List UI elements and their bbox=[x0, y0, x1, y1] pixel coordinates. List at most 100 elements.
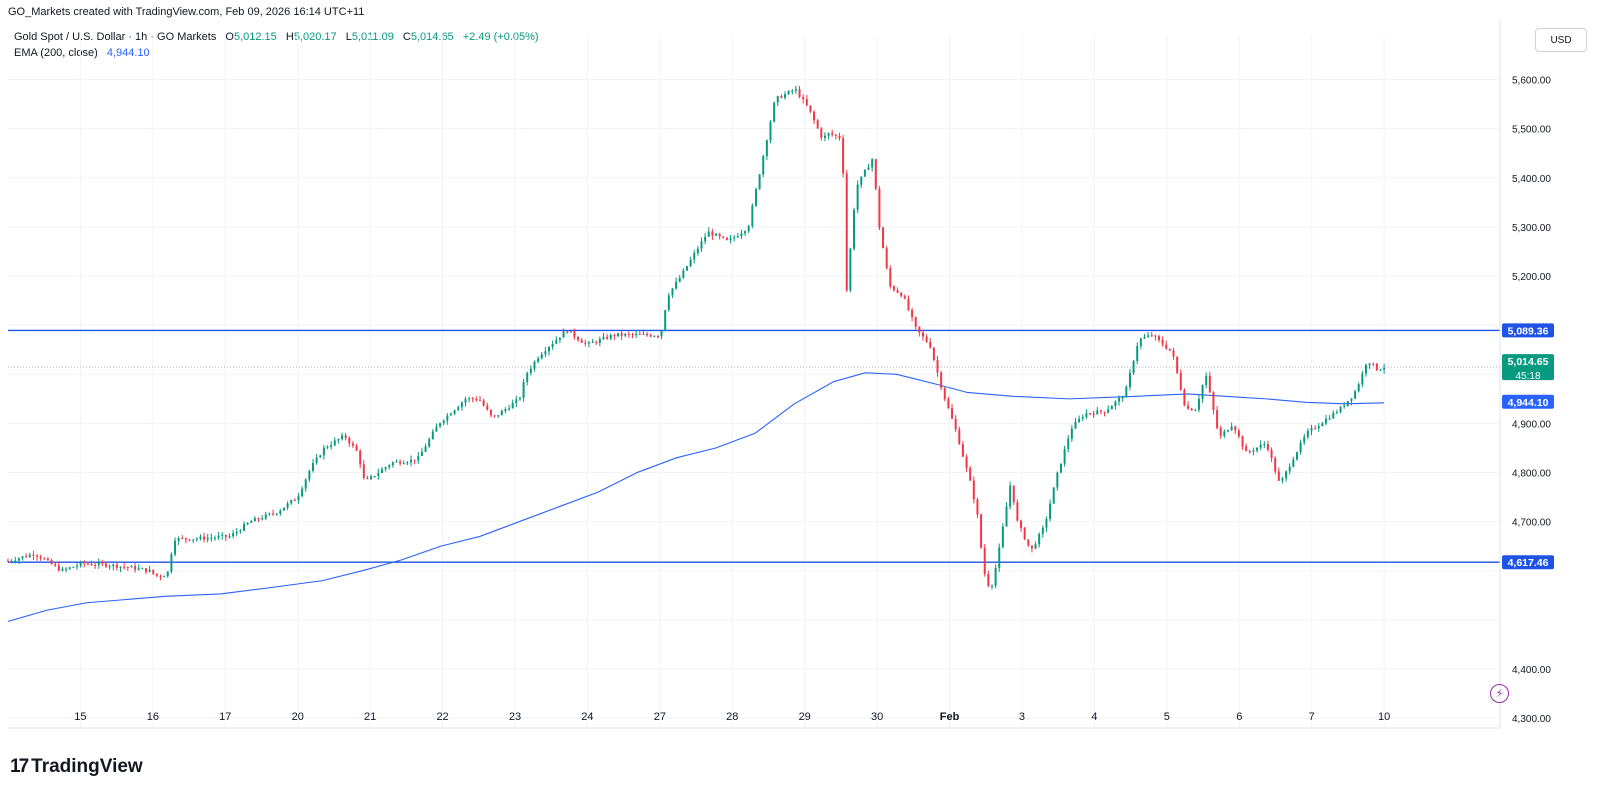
candle-body bbox=[504, 409, 507, 411]
candle-body bbox=[1012, 485, 1015, 503]
chart-attribution: GO_Markets created with TradingView.com,… bbox=[8, 6, 365, 18]
candle-body bbox=[460, 402, 463, 408]
y-tick-label: 5,200.00 bbox=[1512, 272, 1551, 283]
candle-body bbox=[21, 556, 24, 559]
candle-body bbox=[479, 399, 482, 401]
candle-body bbox=[166, 571, 169, 577]
tradingview-logo[interactable]: 17 TradingView bbox=[10, 756, 143, 778]
candle-body bbox=[871, 159, 874, 168]
ema-label: EMA (200, close) bbox=[14, 47, 98, 59]
candle-body bbox=[395, 461, 398, 463]
candle-body bbox=[751, 205, 754, 227]
candle-body bbox=[384, 467, 387, 470]
candle-body bbox=[141, 568, 144, 570]
candle-body bbox=[918, 326, 921, 333]
candle-body bbox=[391, 462, 394, 466]
candle-body bbox=[1216, 410, 1219, 429]
candle-body bbox=[253, 518, 256, 522]
candle-body bbox=[529, 368, 532, 374]
candle-body bbox=[1194, 409, 1197, 411]
candle-body bbox=[1089, 413, 1092, 415]
candle-body bbox=[399, 461, 402, 464]
candle-body bbox=[598, 339, 601, 343]
candle-body bbox=[497, 415, 500, 417]
currency-button[interactable]: USD bbox=[1535, 28, 1587, 52]
candle-body bbox=[972, 480, 975, 500]
ema-legend-row[interactable]: EMA (200, close) 4,944.10 bbox=[14, 45, 539, 61]
candle-body bbox=[685, 266, 688, 271]
candle-body bbox=[148, 569, 151, 572]
candle-body bbox=[1023, 527, 1026, 540]
candle-body bbox=[969, 467, 972, 481]
hline-price-label: 4,617.46 bbox=[1508, 557, 1549, 569]
candle-body bbox=[402, 463, 405, 465]
candle-body bbox=[1335, 412, 1338, 414]
candle-body bbox=[1375, 363, 1378, 371]
candle-body bbox=[736, 236, 739, 238]
candle-body bbox=[987, 573, 990, 586]
candle-body bbox=[1277, 471, 1280, 481]
candle-body bbox=[293, 500, 296, 502]
candle-body bbox=[1310, 428, 1313, 431]
candle-body bbox=[1241, 436, 1244, 447]
candle-body bbox=[420, 451, 423, 456]
candle-body bbox=[10, 560, 13, 562]
x-tick-label: 3 bbox=[1019, 711, 1025, 723]
candle-body bbox=[177, 537, 180, 541]
candle-body bbox=[134, 566, 137, 570]
candle-body bbox=[1292, 459, 1295, 467]
candle-body bbox=[1361, 373, 1364, 385]
candle-body bbox=[823, 135, 826, 138]
candle-body bbox=[61, 569, 64, 571]
candle-body bbox=[587, 342, 590, 344]
candle-body bbox=[475, 399, 478, 401]
candle-body bbox=[885, 248, 888, 269]
candle-body bbox=[239, 530, 242, 532]
lightning-icon[interactable]: ⚡ bbox=[1490, 684, 1509, 703]
y-tick-label: 4,800.00 bbox=[1512, 469, 1551, 480]
candle-body bbox=[729, 238, 732, 240]
candle-body bbox=[951, 408, 954, 419]
candle-body bbox=[1266, 444, 1269, 450]
candle-body bbox=[856, 184, 859, 210]
candle-body bbox=[337, 439, 340, 441]
candle-body bbox=[326, 446, 329, 448]
candle-body bbox=[1114, 401, 1117, 407]
candle-body bbox=[137, 568, 140, 570]
candle-body bbox=[1288, 466, 1291, 472]
candle-body bbox=[97, 562, 100, 566]
candle-body bbox=[1314, 428, 1317, 430]
candle-body bbox=[39, 556, 42, 559]
candle-body bbox=[1049, 503, 1052, 519]
high-label: H bbox=[285, 31, 294, 43]
candle-body bbox=[322, 447, 325, 456]
y-tick-label: 5,500.00 bbox=[1512, 125, 1551, 136]
candle-body bbox=[232, 533, 235, 537]
candle-body bbox=[188, 539, 191, 541]
candle-body bbox=[994, 567, 997, 586]
candle-body bbox=[1379, 369, 1382, 371]
candle-body bbox=[1128, 372, 1131, 387]
open-label: O bbox=[225, 31, 234, 43]
candle-body bbox=[163, 576, 166, 578]
candle-body bbox=[693, 253, 696, 260]
candle-body bbox=[123, 566, 126, 568]
x-tick-label: 4 bbox=[1091, 711, 1097, 723]
candle-body bbox=[649, 335, 652, 337]
candle-body bbox=[206, 537, 209, 540]
candle-body bbox=[1372, 363, 1375, 365]
candles bbox=[7, 85, 1386, 590]
candle-body bbox=[406, 462, 409, 464]
candle-body bbox=[1219, 428, 1222, 436]
candle-body bbox=[308, 470, 311, 480]
candle-body bbox=[834, 134, 837, 136]
candle-body bbox=[577, 336, 580, 341]
candle-body bbox=[449, 413, 452, 416]
candle-body bbox=[268, 513, 271, 515]
candle-body bbox=[747, 226, 750, 232]
candle-body bbox=[896, 290, 899, 293]
candle-body bbox=[907, 298, 910, 310]
candle-body bbox=[228, 536, 231, 538]
candle-body bbox=[14, 560, 17, 562]
